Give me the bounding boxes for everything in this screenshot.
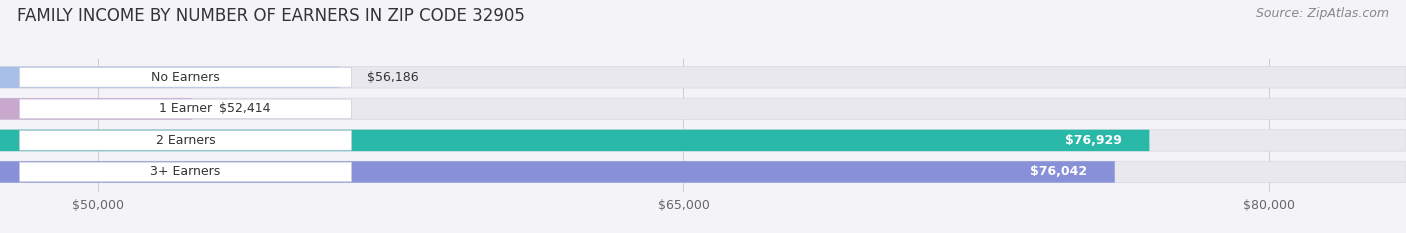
FancyBboxPatch shape: [20, 131, 352, 150]
Text: 2 Earners: 2 Earners: [156, 134, 215, 147]
Text: 3+ Earners: 3+ Earners: [150, 165, 221, 178]
Text: $76,042: $76,042: [1031, 165, 1087, 178]
FancyBboxPatch shape: [0, 67, 1406, 88]
Text: $76,929: $76,929: [1066, 134, 1122, 147]
FancyBboxPatch shape: [0, 161, 1406, 183]
FancyBboxPatch shape: [20, 99, 352, 119]
FancyBboxPatch shape: [0, 130, 1149, 151]
FancyBboxPatch shape: [0, 67, 339, 88]
FancyBboxPatch shape: [0, 98, 193, 120]
FancyBboxPatch shape: [20, 162, 352, 182]
FancyBboxPatch shape: [0, 161, 1115, 183]
Text: No Earners: No Earners: [150, 71, 219, 84]
Text: $56,186: $56,186: [367, 71, 418, 84]
Text: Source: ZipAtlas.com: Source: ZipAtlas.com: [1256, 7, 1389, 20]
Text: 1 Earner: 1 Earner: [159, 102, 212, 115]
FancyBboxPatch shape: [20, 68, 352, 87]
Text: FAMILY INCOME BY NUMBER OF EARNERS IN ZIP CODE 32905: FAMILY INCOME BY NUMBER OF EARNERS IN ZI…: [17, 7, 524, 25]
FancyBboxPatch shape: [0, 130, 1406, 151]
FancyBboxPatch shape: [0, 98, 1406, 120]
Text: $52,414: $52,414: [219, 102, 271, 115]
